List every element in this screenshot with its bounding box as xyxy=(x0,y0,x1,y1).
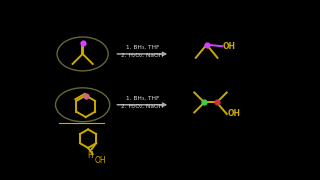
Text: 1. BH₃, THF: 1. BH₃, THF xyxy=(126,95,159,100)
Text: 2. H₂O₂, NaOH: 2. H₂O₂, NaOH xyxy=(121,104,164,109)
Text: 1. BH₃, THF: 1. BH₃, THF xyxy=(126,44,159,50)
Text: OH: OH xyxy=(223,42,236,51)
Text: 2. H₂O₂, NaOH: 2. H₂O₂, NaOH xyxy=(121,53,164,58)
Text: H: H xyxy=(87,151,93,160)
Text: OH: OH xyxy=(228,109,241,118)
Text: OH: OH xyxy=(94,156,106,165)
